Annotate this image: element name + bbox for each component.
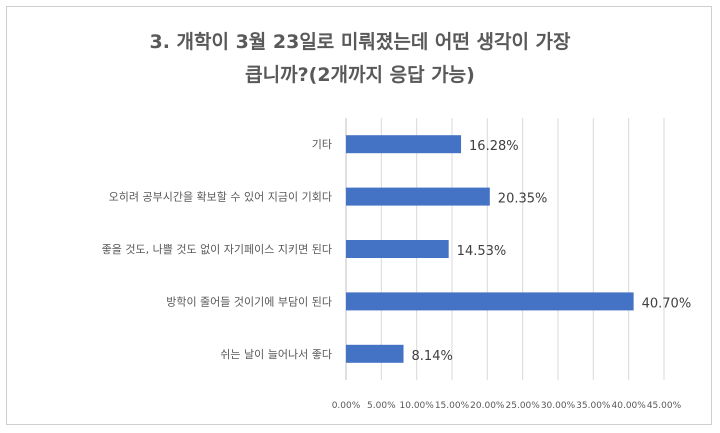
category-label: 기타: [312, 138, 332, 151]
data-label: 20.35%: [498, 192, 548, 207]
bar: [346, 240, 449, 258]
data-label: 8.14%: [412, 349, 453, 364]
x-tick-label: 20.00%: [470, 401, 505, 411]
category-label: 좋을 것도, 나쁠 것도 없이 자기페이스 지키면 된다: [102, 243, 332, 256]
x-tick-label: 25.00%: [506, 401, 541, 411]
category-label: 오히려 공부시간을 확보할 수 있어 지금이 기회다: [109, 190, 332, 204]
x-tick-label: 30.00%: [541, 401, 576, 411]
data-label: 40.70%: [642, 296, 692, 311]
data-label: 14.53%: [457, 244, 507, 259]
x-tick-label: 10.00%: [400, 401, 435, 411]
x-tick-label: 35.00%: [576, 401, 611, 411]
value-labels: 16.28% 20.35% 14.53% 40.70% 8.14%: [412, 139, 692, 364]
category-label: 쉬는 날이 늘어나서 좋다: [220, 348, 332, 361]
x-tick-label: 0.00%: [332, 401, 361, 411]
bar: [346, 135, 462, 154]
x-tick-label: 40.00%: [612, 401, 647, 411]
bar: [346, 344, 404, 363]
category-label: 방학이 줄어들 것이기에 부담이 된다: [166, 295, 332, 308]
x-tick-label: 45.00%: [647, 401, 682, 411]
x-tick-label: 5.00%: [367, 401, 396, 411]
bar: [346, 292, 634, 311]
x-tick-labels: 0.00% 5.00% 10.00% 15.00% 20.00% 25.00% 30.00%…: [332, 401, 682, 411]
bar: [346, 187, 490, 206]
bars: [346, 135, 634, 363]
x-tick-label: 15.00%: [435, 401, 470, 411]
chart-title-line-1: 3. 개학이 3월 23일로 미뤄졌는데 어떤 생각이 가장: [149, 31, 571, 53]
data-label: 16.28%: [469, 139, 519, 154]
chart-title-line-2: 큽니까?(2개까지 응답 가능): [245, 64, 475, 86]
